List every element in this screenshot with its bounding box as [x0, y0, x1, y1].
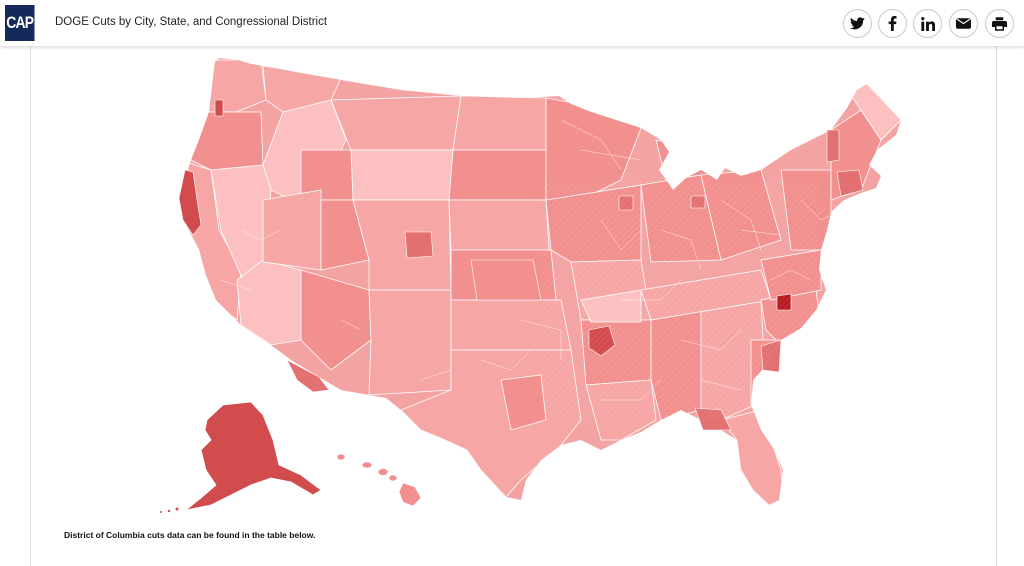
dc-note: District of Columbia cuts data can be fo… [64, 530, 316, 540]
app-header: CAP DOGE Cuts by City, State, and Congre… [0, 0, 1024, 46]
aleutian-islands [160, 507, 179, 513]
dense-district-shading [541, 180, 821, 420]
facebook-icon [888, 16, 897, 31]
print-button[interactable] [985, 9, 1014, 38]
print-icon [992, 16, 1007, 31]
linkedin-icon [920, 16, 935, 31]
cap-logo[interactable]: CAP [5, 5, 35, 41]
email-share-button[interactable] [949, 9, 978, 38]
email-icon [956, 18, 971, 29]
facebook-share-button[interactable] [878, 9, 907, 38]
alaska [185, 401, 322, 511]
hawaii [336, 453, 422, 507]
us-district-map [160, 58, 901, 513]
map-card: District of Columbia cuts data can be fo… [30, 46, 997, 566]
twitter-icon [850, 17, 865, 30]
page-title: DOGE Cuts by City, State, and Congressio… [55, 16, 328, 28]
linkedin-share-button[interactable] [913, 9, 942, 38]
twitter-share-button[interactable] [843, 9, 872, 38]
